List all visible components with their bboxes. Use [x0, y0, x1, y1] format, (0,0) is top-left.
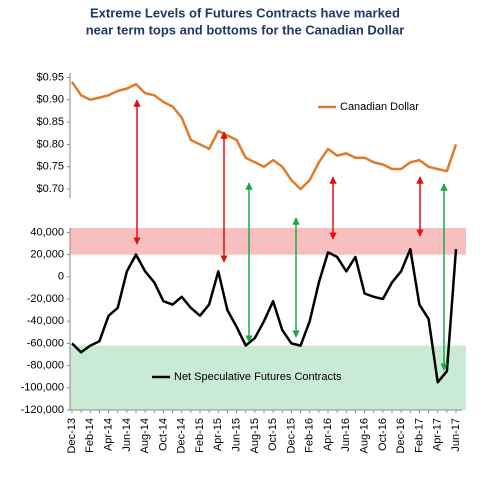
y-tick-label: 40,000: [30, 226, 64, 238]
plot: $0.70 $0.75 $0.80 $0.85 $0.90 $0.95 Canadian D…: [21, 71, 462, 453]
y-tick-label: -20,000: [27, 293, 64, 305]
x-tick-label: Apr-17: [432, 418, 444, 451]
x-tick-label: Jun-15: [230, 418, 242, 452]
x-tick-label: Aug-14: [139, 418, 151, 453]
x-tick-label: Apr-14: [102, 418, 114, 451]
series-line: [71, 247, 458, 384]
x-tick-label: Oct-14: [157, 418, 169, 451]
x-tick-label: Feb-14: [84, 418, 96, 453]
y-tick-label: $0.85: [36, 116, 64, 128]
y-tick-label: $0.95: [36, 71, 64, 83]
y-tick-label: $0.80: [36, 138, 64, 150]
y-tick-label: $0.90: [36, 94, 64, 106]
arrows: [133, 99, 448, 371]
x-tick-label: Apr-15: [212, 418, 224, 451]
x-tick-label: Oct-16: [377, 418, 389, 451]
y-tick-label: $0.75: [36, 161, 64, 173]
x-tick-label: Apr-16: [322, 418, 334, 451]
chart-title: near term tops and bottoms for the Canad…: [86, 22, 405, 37]
band: [70, 345, 466, 410]
y-tick-label: -80,000: [27, 360, 64, 372]
y-tick-label: -40,000: [27, 315, 64, 327]
legend-label: Net Speculative Futures Contracts: [174, 371, 342, 383]
x-tick-label: Jun-14: [121, 418, 133, 452]
legend-label: Canadian Dollar: [340, 101, 419, 113]
y-tick-label: -100,000: [21, 382, 64, 394]
x-tick-label: Dec-13: [66, 418, 78, 453]
x-tick-label: Dec-15: [285, 418, 297, 453]
x-tick-label: Feb-16: [304, 418, 316, 453]
x-tick-label: Jun-16: [340, 418, 352, 452]
y-tick-label: -120,000: [21, 404, 64, 416]
x-tick-label: Feb-15: [194, 418, 206, 453]
x-tick-label: Aug-16: [358, 418, 370, 453]
y-tick-label: 20,000: [30, 249, 64, 261]
bands: [70, 228, 466, 410]
x-tick-label: Feb-17: [413, 418, 425, 453]
x-tick-label: Jun-17: [450, 418, 462, 452]
series-line: [70, 81, 458, 191]
x-tick-label: Aug-15: [249, 418, 261, 453]
y-tick-label: $0.70: [36, 183, 64, 195]
y-tick-label: -60,000: [27, 337, 64, 349]
x-tick-label: Oct-15: [267, 418, 279, 451]
chart-title: Extreme Levels of Futures Contracts have…: [90, 5, 400, 20]
band: [70, 228, 466, 255]
x-tick-label: Dec-14: [176, 418, 188, 453]
x-tick-label: Dec-16: [395, 418, 407, 453]
y-tick-label: 0: [58, 271, 64, 283]
